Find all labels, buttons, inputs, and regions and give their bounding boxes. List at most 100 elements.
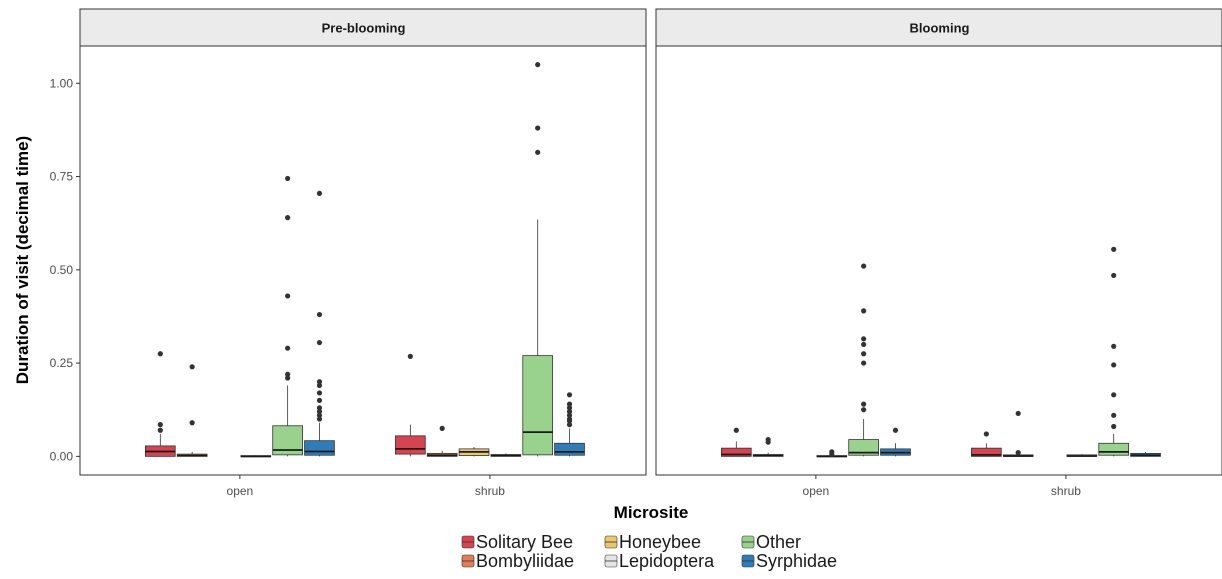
outlier-point [1015, 410, 1021, 417]
box-other [272, 175, 303, 457]
box-lepidoptera [816, 449, 848, 458]
box-iqr [554, 442, 585, 456]
outlier-point [566, 392, 573, 398]
box-syrphidae [304, 190, 335, 457]
outlier-point [189, 420, 195, 426]
outlier-point [861, 308, 867, 314]
x-tick-label: open [803, 484, 830, 498]
box-iqr [304, 440, 335, 456]
panel-plot-area [79, 45, 647, 476]
legend-label: Lepidoptera [619, 551, 715, 571]
box-lepidoptera [240, 455, 272, 458]
box-lepidoptera [1066, 454, 1098, 457]
box-syrphidae [1130, 451, 1161, 457]
box-iqr [1098, 442, 1130, 456]
outlier-point [285, 175, 291, 182]
outlier-point [316, 190, 323, 196]
outlier-point [285, 375, 291, 381]
box-bombyliidae [1002, 410, 1034, 457]
panel-pre-blooming: Pre-blooming open shrub [79, 8, 647, 498]
x-tick-label: shrub [1051, 484, 1081, 498]
outlier-point [316, 405, 323, 411]
outlier-point [1015, 450, 1021, 456]
outlier-point [861, 360, 867, 366]
outlier-point [861, 401, 867, 407]
outlier-point [566, 401, 573, 407]
box-other [1098, 246, 1130, 457]
outlier-point [285, 371, 291, 377]
legend-label: Syrphidae [756, 551, 837, 571]
box-iqr [848, 439, 879, 456]
legend-item-honeybee: Honeybee [604, 532, 701, 552]
box-iqr [522, 355, 554, 456]
y-tick-label: 1.00 [50, 76, 74, 90]
outlier-point [1111, 423, 1117, 430]
outlier-point [765, 436, 771, 443]
outlier-point [566, 408, 573, 415]
legend-item-solitary-bee: Solitary Bee [461, 532, 573, 552]
outlier-point [861, 341, 867, 348]
outlier-point [983, 431, 989, 437]
outlier-point [316, 382, 323, 389]
outlier-point [1111, 246, 1117, 252]
box-solitary-bee [720, 427, 752, 457]
outlier-point [316, 390, 323, 396]
outlier-point [316, 408, 323, 415]
outlier-point [157, 351, 163, 357]
y-tick-label: 0.50 [50, 263, 74, 277]
box-syrphidae [554, 392, 585, 457]
box-honeybee [458, 447, 490, 457]
y-axis: 0.00 0.25 0.50 0.75 1.00 [50, 76, 80, 463]
outlier-point [861, 336, 867, 342]
box-solitary-bee [144, 351, 176, 457]
x-axis-title: Microsite [614, 503, 689, 522]
outlier-point [1111, 392, 1117, 398]
outlier-point [566, 422, 573, 428]
box-bombyliidae [752, 436, 784, 457]
legend-label: Bombyliidae [476, 551, 574, 571]
legend-label: Solitary Bee [476, 532, 573, 552]
legend-item-lepidoptera: Lepidoptera [604, 551, 715, 571]
box-bombyliidae [426, 425, 458, 457]
outlier-point [189, 364, 195, 370]
legend-item-bombyliidae: Bombyliidae [461, 551, 574, 571]
outlier-point [892, 427, 899, 433]
outlier-point [861, 263, 867, 269]
x-tick-label: open [227, 484, 254, 498]
y-tick-label: 0.25 [50, 356, 74, 370]
outlier-point [1111, 412, 1117, 418]
box-solitary-bee [971, 431, 1002, 457]
box-other [848, 263, 879, 457]
facet-strip-label: Pre-blooming [322, 21, 406, 36]
outlier-point [861, 351, 867, 357]
outlier-point [1111, 362, 1117, 368]
outlier-point [285, 293, 291, 299]
outlier-point [566, 412, 573, 418]
outlier-point [316, 416, 323, 422]
box-iqr [395, 435, 426, 455]
facet-strip [655, 8, 1222, 47]
panel-plot-area [655, 45, 1222, 476]
y-tick-label: 0.75 [50, 170, 74, 184]
outlier-point [316, 311, 323, 318]
legend-item-other: Other [741, 532, 801, 552]
outlier-point [316, 339, 323, 346]
outlier-point [285, 215, 291, 221]
panel-blooming: Blooming open shrub [655, 8, 1222, 498]
outlier-point [535, 149, 541, 155]
box-syrphidae [880, 427, 911, 457]
outlier-point [566, 416, 573, 422]
box-iqr [720, 447, 752, 457]
outlier-point [316, 397, 323, 403]
legend-label: Other [756, 532, 801, 552]
outlier-point [316, 412, 323, 418]
box-solitary-bee [395, 353, 426, 457]
box-other [522, 62, 554, 457]
outlier-point [566, 405, 573, 411]
box-iqr [971, 447, 1002, 457]
box-bombyliidae [176, 364, 208, 457]
outlier-point [1111, 272, 1117, 279]
x-tick-label: shrub [475, 484, 505, 498]
y-tick-label: 0.00 [50, 449, 74, 463]
